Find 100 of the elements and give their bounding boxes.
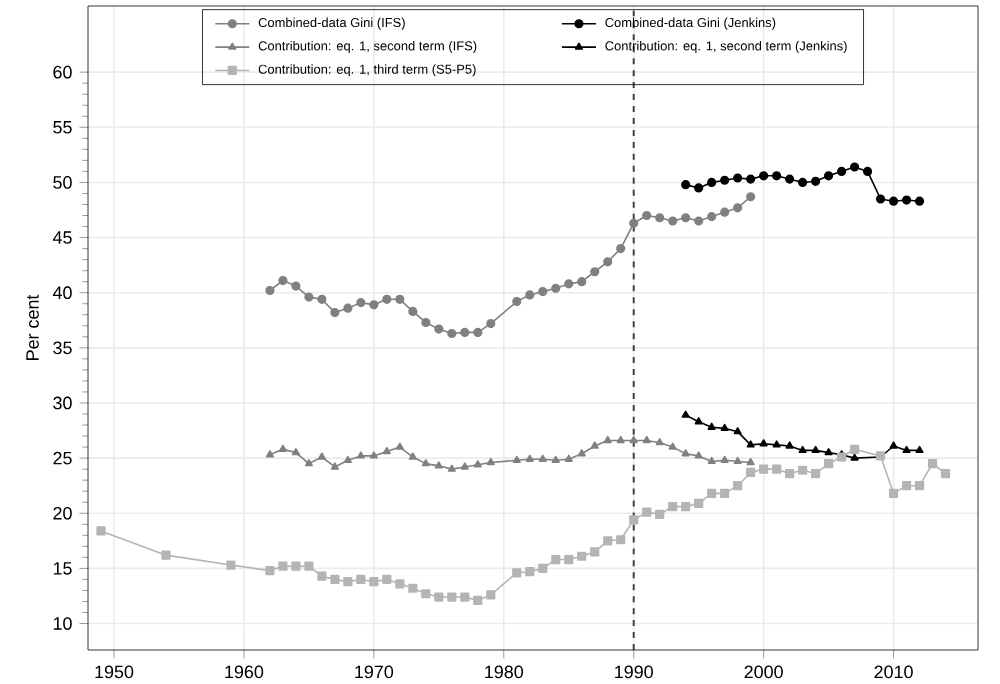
point [681, 448, 690, 456]
point [382, 446, 391, 454]
point [629, 514, 639, 525]
point [798, 177, 808, 187]
point [668, 442, 677, 450]
point [525, 566, 535, 576]
point [772, 439, 781, 448]
x-tick-label: 1950 [95, 665, 134, 678]
point [940, 468, 951, 478]
point [707, 456, 716, 464]
point [902, 445, 911, 453]
x-tick-label: 1990 [615, 665, 653, 678]
y-tick-label: 10 [53, 616, 72, 630]
point [577, 276, 587, 286]
point [824, 447, 833, 455]
point [538, 286, 548, 296]
point [733, 480, 743, 490]
point [681, 179, 691, 189]
point [694, 416, 703, 424]
point [888, 488, 899, 498]
point [96, 525, 106, 536]
point [356, 574, 366, 584]
y-tick-label: 50 [53, 175, 72, 189]
point [408, 583, 418, 593]
point [901, 480, 912, 490]
point [707, 177, 717, 187]
point [291, 561, 301, 571]
point [161, 550, 171, 560]
point [395, 294, 405, 304]
point [798, 445, 807, 453]
point [473, 459, 482, 467]
point [863, 166, 873, 176]
point [746, 174, 756, 184]
x-tick-label: 1970 [355, 665, 394, 678]
point [733, 426, 742, 434]
point [434, 324, 444, 334]
point [772, 170, 782, 180]
point [901, 195, 912, 205]
point [837, 166, 847, 176]
point [226, 560, 236, 570]
point [629, 435, 638, 443]
point [551, 554, 561, 564]
point [603, 256, 613, 266]
point [603, 535, 613, 545]
point [356, 450, 365, 459]
point [720, 175, 730, 185]
point [746, 457, 755, 465]
point [642, 435, 651, 443]
point [447, 592, 457, 602]
point [798, 465, 808, 475]
y-axis-title: Per cent [26, 294, 39, 360]
point [772, 464, 782, 474]
point [616, 435, 625, 443]
point [265, 449, 274, 458]
point [486, 589, 496, 600]
point [304, 292, 314, 302]
point [681, 410, 690, 418]
point [538, 454, 547, 462]
point [642, 210, 652, 220]
point [408, 306, 418, 316]
point [395, 442, 404, 450]
point [408, 451, 417, 460]
point [460, 592, 470, 602]
point [914, 480, 925, 490]
point [720, 488, 730, 498]
point [473, 595, 483, 605]
point [850, 453, 859, 461]
point [421, 588, 431, 598]
point [590, 266, 600, 276]
point [382, 574, 392, 584]
point [512, 296, 522, 306]
point [824, 458, 834, 468]
x-tick-label: 2010 [874, 665, 913, 678]
point [785, 174, 795, 184]
point [616, 243, 626, 253]
point [927, 458, 938, 468]
y-tick-label: 25 [53, 451, 72, 465]
x-tick-label: 1980 [485, 665, 524, 678]
point [616, 534, 626, 544]
point [746, 467, 756, 477]
point [343, 303, 353, 313]
point [564, 278, 574, 289]
point [824, 170, 834, 180]
point [590, 546, 600, 556]
point [668, 501, 678, 511]
point [759, 170, 769, 180]
point [759, 464, 769, 474]
point [356, 297, 366, 307]
point [317, 451, 326, 460]
point [681, 212, 691, 222]
x-tick-label: 2000 [744, 665, 783, 678]
point [317, 294, 327, 304]
point [278, 444, 287, 452]
point [759, 438, 768, 447]
point [421, 317, 431, 327]
point [265, 285, 275, 295]
point [655, 509, 665, 519]
y-tick-label: 30 [53, 396, 72, 409]
point [733, 456, 742, 464]
point [746, 191, 756, 201]
